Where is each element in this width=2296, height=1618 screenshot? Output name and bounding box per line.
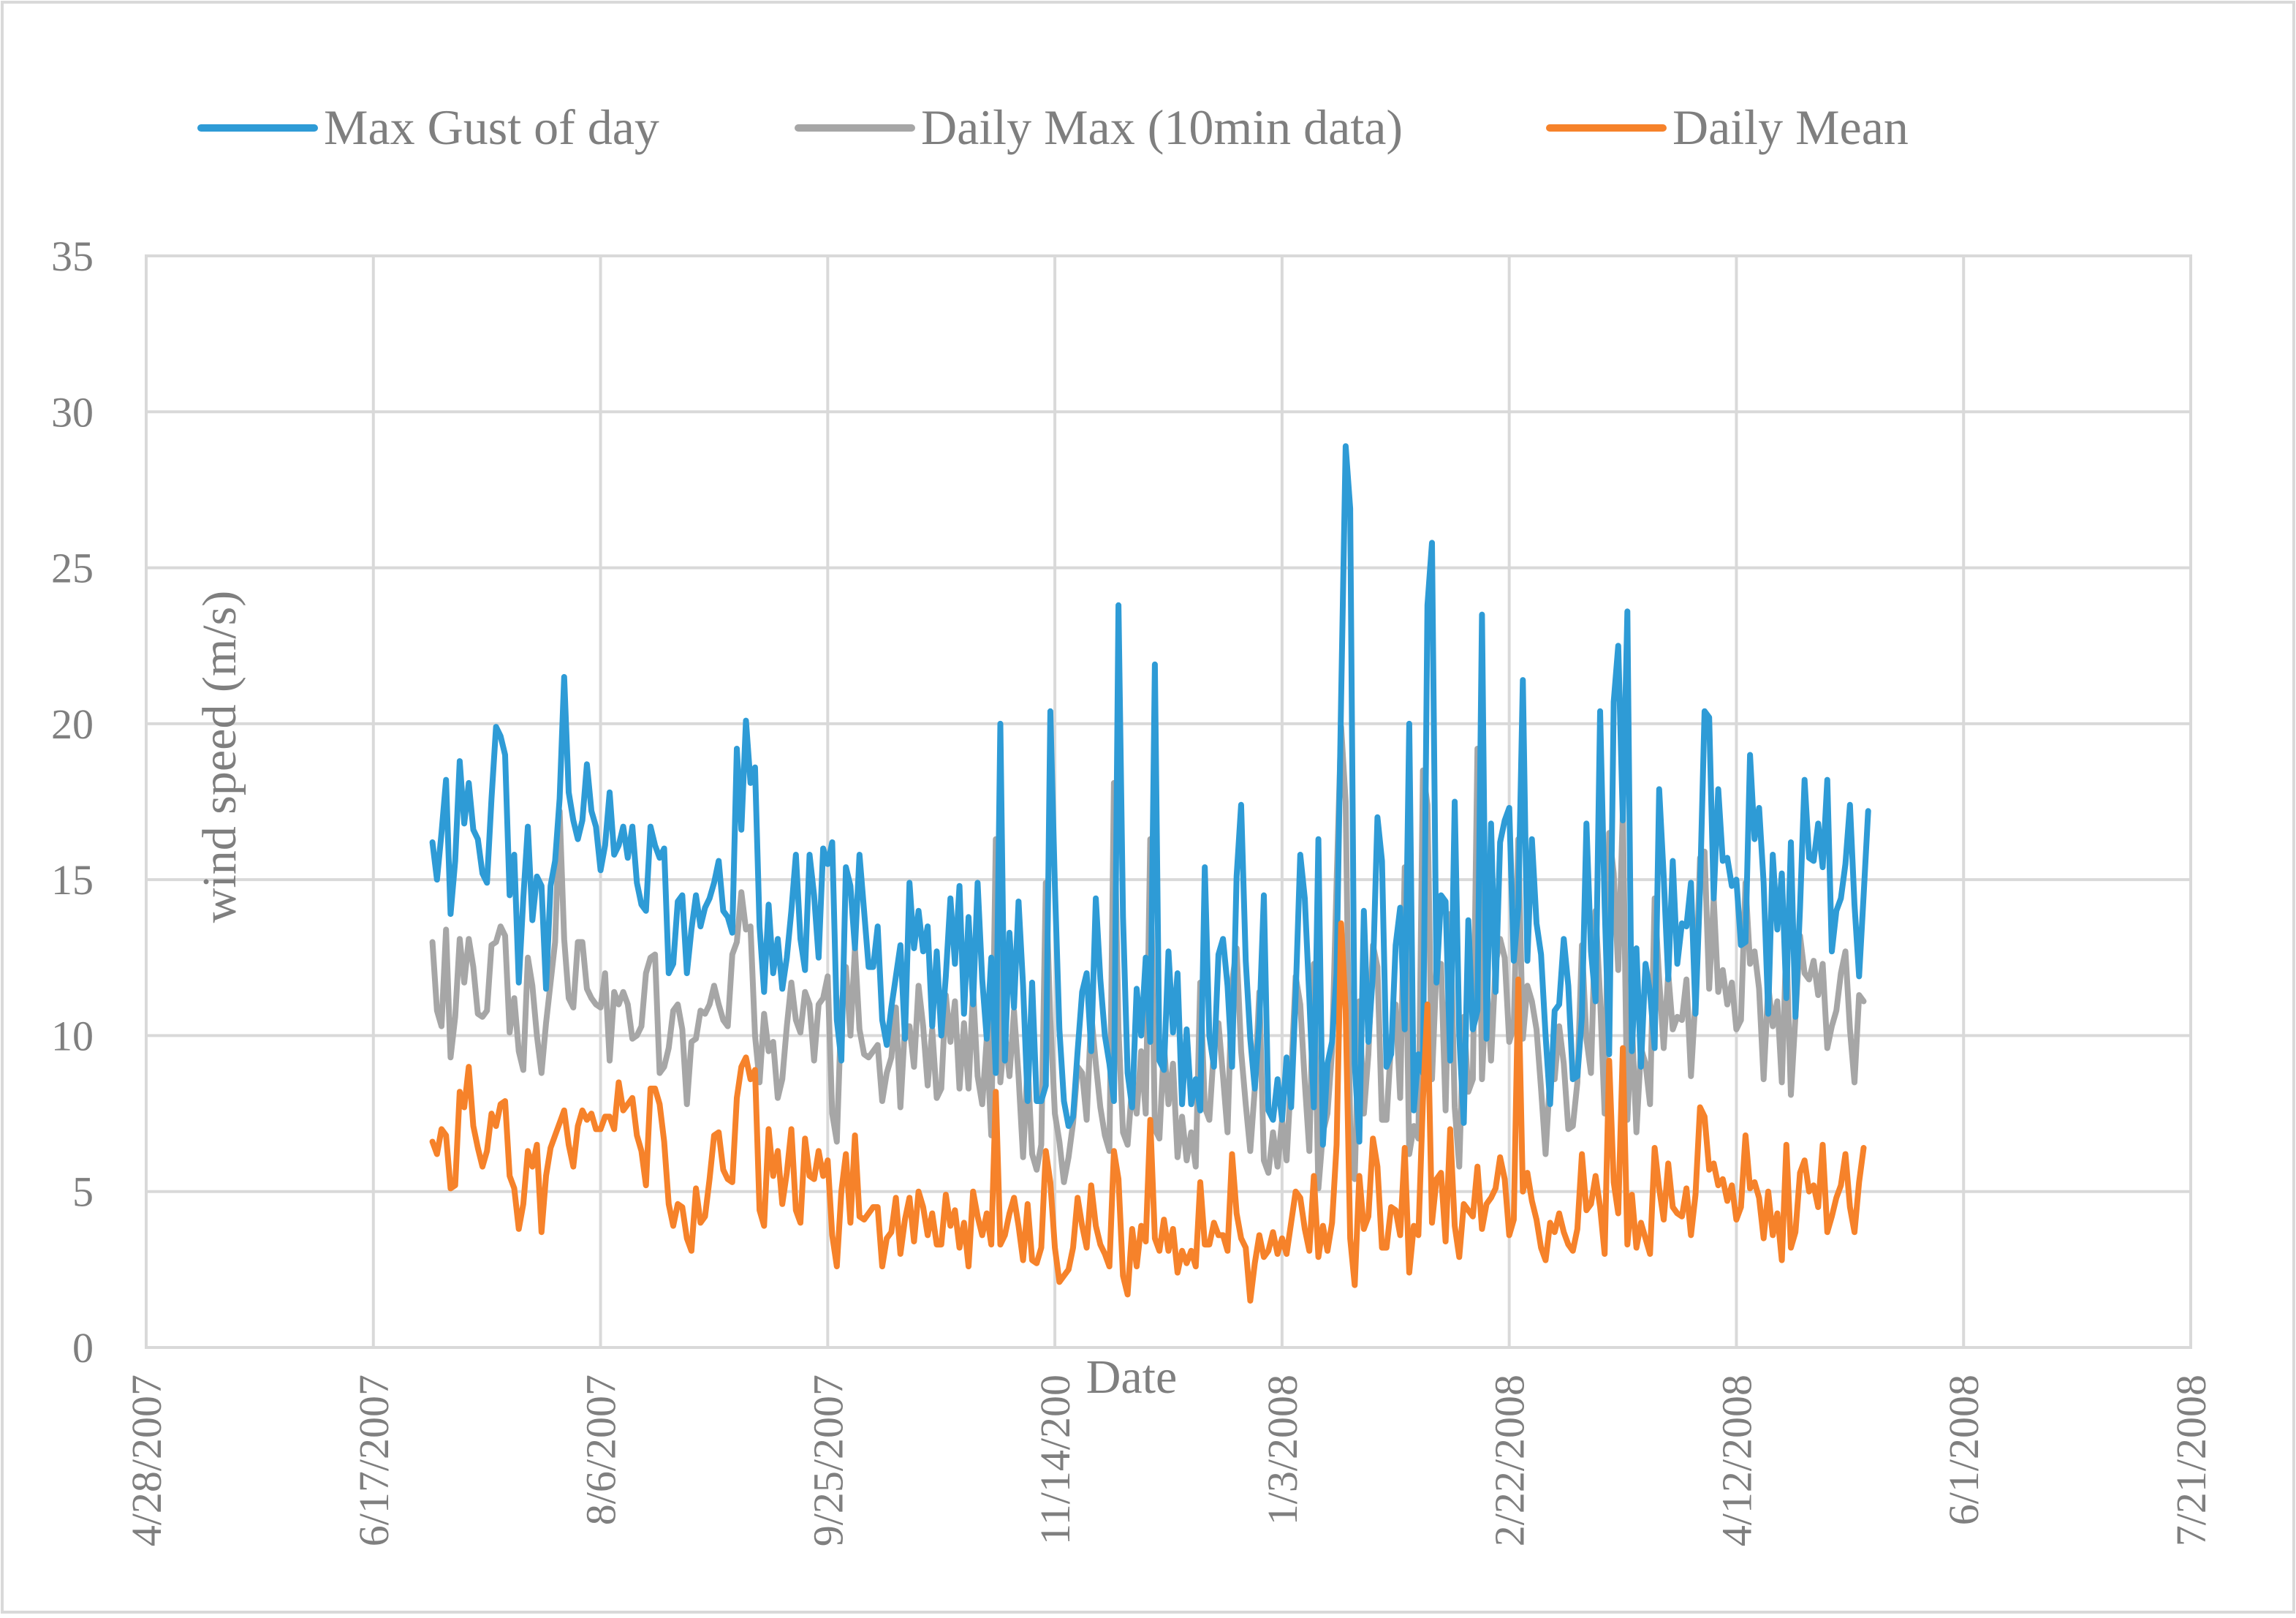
plot-area-frame bbox=[145, 254, 2192, 1349]
y-tick-label: 0 bbox=[72, 1324, 94, 1372]
y-tick-label: 35 bbox=[51, 233, 94, 280]
x-tick-label: 4/12/2008 bbox=[1713, 1375, 1760, 1546]
x-axis-ticks: 4/28/2007 6/17/2007 8/6/2007 9/25/2007 11/14… bbox=[123, 1375, 2215, 1546]
x-tick-label: 7/21/2008 bbox=[2167, 1375, 2215, 1546]
x-tick-label: 6/1/2008 bbox=[1940, 1375, 1988, 1525]
y-tick-label: 25 bbox=[51, 545, 94, 592]
y-tick-label: 5 bbox=[72, 1168, 94, 1216]
series-layer bbox=[429, 443, 1871, 1304]
series-line-max-gust bbox=[429, 443, 1871, 1148]
y-tick-label: 20 bbox=[51, 700, 94, 748]
y-tick-label: 10 bbox=[51, 1012, 94, 1059]
x-tick-label: 4/28/2007 bbox=[123, 1375, 170, 1546]
x-tick-label: 1/3/2008 bbox=[1259, 1375, 1306, 1525]
x-tick-label: 9/25/2007 bbox=[804, 1375, 852, 1546]
legend-label-daily-mean: Daily Mean bbox=[1672, 99, 1909, 155]
y-axis-title: wind speed (m/s) bbox=[193, 591, 246, 923]
legend: Max Gust of day Daily Max (10min data) Dai… bbox=[197, 99, 1909, 155]
series-line-daily-mean bbox=[429, 920, 1867, 1304]
x-axis-title: Date bbox=[1086, 1350, 1178, 1404]
legend-label-max-gust: Max Gust of day bbox=[324, 99, 659, 155]
y-tick-label: 30 bbox=[51, 388, 94, 436]
x-tick-label: 11/14/200 bbox=[1031, 1375, 1079, 1545]
y-tick-label: 15 bbox=[51, 856, 94, 904]
legend-label-daily-max: Daily Max (10min data) bbox=[921, 99, 1403, 155]
y-axis-ticks: 0 5 10 15 20 25 30 35 bbox=[51, 233, 94, 1372]
x-tick-label: 6/17/2007 bbox=[350, 1375, 398, 1546]
x-tick-label: 2/22/2008 bbox=[1486, 1375, 1534, 1546]
x-tick-label: 8/6/2007 bbox=[577, 1375, 625, 1525]
